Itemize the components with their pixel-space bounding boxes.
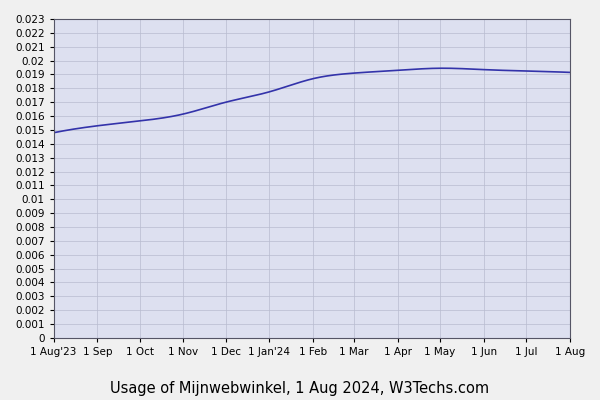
Text: Usage of Mijnwebwinkel, 1 Aug 2024, W3Techs.com: Usage of Mijnwebwinkel, 1 Aug 2024, W3Te… (110, 381, 490, 396)
